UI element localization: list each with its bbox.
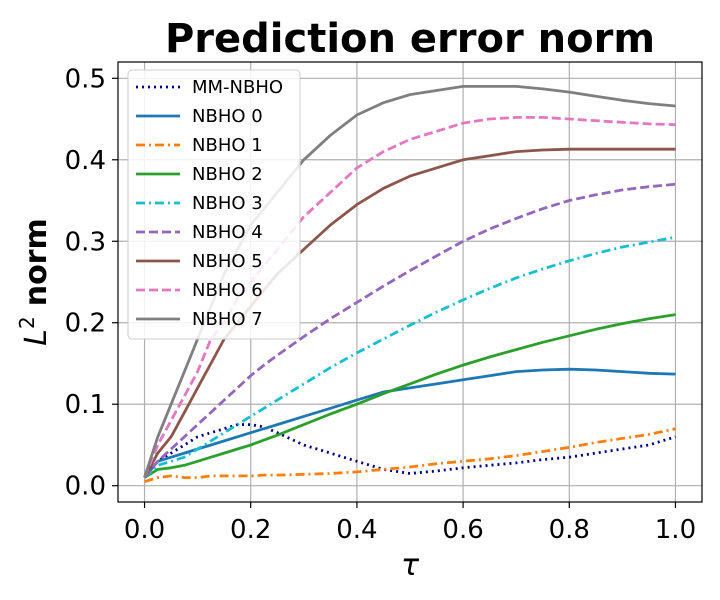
y-tick-label: 0.3 [65, 227, 106, 257]
legend-label: NBHO 1 [192, 135, 263, 156]
series-line-3 [143, 313, 676, 479]
legend-label: NBHO 3 [192, 193, 263, 214]
x-tick-label: 0.0 [124, 515, 165, 545]
x-tick-label: 0.2 [230, 515, 271, 545]
series-line-4 [143, 235, 676, 479]
plot-frame [117, 61, 703, 503]
legend-box [127, 69, 301, 340]
series-line-2 [144, 427, 676, 483]
series-line-0 [143, 423, 676, 479]
x-tick-label: 0.6 [442, 515, 483, 545]
y-tick-label: 0.1 [65, 390, 106, 420]
series-line-1 [143, 367, 676, 479]
series-line-5 [143, 182, 676, 479]
x-tick-label: 0.4 [336, 515, 377, 545]
x-tick-label: 0.8 [549, 515, 590, 545]
legend-label: NBHO 2 [192, 164, 263, 185]
legend-label: MM-NBHO [192, 77, 283, 98]
y-axis-label: L2norm [15, 218, 54, 345]
y-tick-label: 0.5 [65, 64, 106, 94]
legend-label: NBHO 7 [192, 309, 263, 330]
x-axis-label: τ [401, 548, 420, 583]
legend-label: NBHO 5 [192, 251, 263, 272]
y-tick-label: 0.0 [65, 472, 106, 502]
x-tick-label: 1.0 [655, 515, 696, 545]
chart-title: Prediction error norm [165, 16, 655, 62]
y-axis-ticks: 0.0 0.1 0.2 0.3 0.4 0.5 [65, 64, 118, 502]
legend: MM-NBHO NBHO 0 NBHO 1 NBHO 2 NBHO 3 NBHO 4 NBH… [127, 69, 301, 340]
legend-label: NBHO 6 [192, 280, 263, 301]
y-tick-label: 0.4 [65, 146, 106, 176]
series-line-7 [143, 116, 676, 479]
legend-label: NBHO 0 [192, 106, 263, 127]
y-tick-label: 0.2 [65, 309, 106, 339]
series-line-6 [143, 147, 676, 479]
legend-label: NBHO 4 [192, 222, 263, 243]
x-axis-ticks: 0.0 0.2 0.4 0.6 0.8 1.0 [124, 502, 696, 545]
